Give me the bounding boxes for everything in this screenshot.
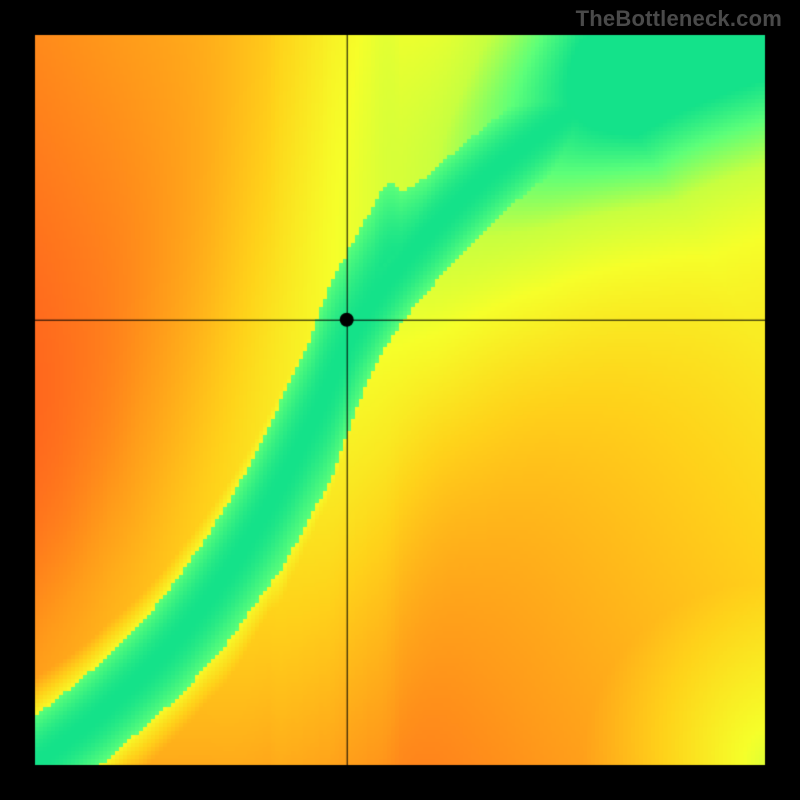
chart-container: TheBottleneck.com: [0, 0, 800, 800]
heatmap-canvas: [0, 0, 800, 800]
watermark-text: TheBottleneck.com: [576, 6, 782, 32]
